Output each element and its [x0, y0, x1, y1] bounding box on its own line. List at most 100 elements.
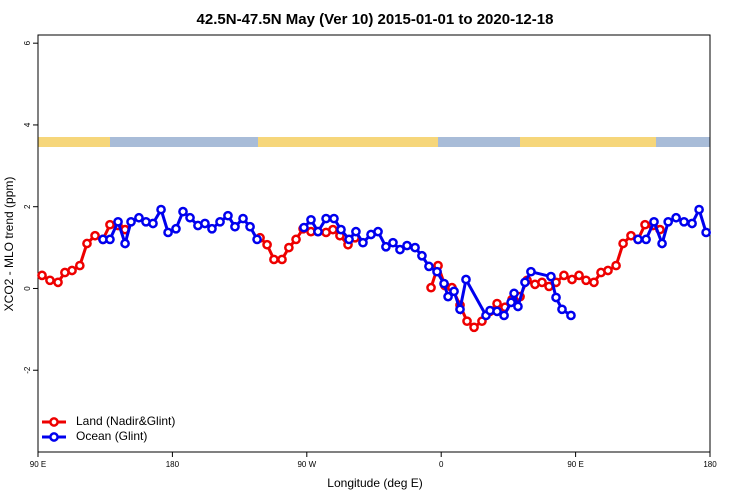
y-tick-label: 4: [23, 122, 32, 127]
data-point: [262, 239, 272, 250]
land-sea-band: [38, 137, 710, 147]
y-tick-label: 6: [23, 40, 32, 45]
data-point: [329, 213, 339, 224]
x-tick-label: 90 E: [30, 460, 46, 469]
data-point: [513, 301, 523, 312]
data-point: [426, 282, 436, 293]
data-point: [90, 230, 100, 241]
data-point: [53, 277, 63, 288]
data-point: [633, 234, 643, 245]
data-point: [657, 238, 667, 249]
data-point: [526, 266, 536, 277]
data-point: [687, 218, 697, 229]
data-point: [520, 277, 530, 288]
data-point: [171, 223, 181, 234]
legend-label: Land (Nadir&Glint): [76, 414, 175, 428]
x-tick-label: 90 W: [297, 460, 316, 469]
y-tick-label: -2: [23, 366, 32, 374]
x-axis-label: Longitude (deg E): [327, 476, 422, 490]
data-point: [566, 310, 576, 321]
data-point: [551, 292, 561, 303]
data-point: [306, 214, 316, 225]
plot-frame: [37, 34, 711, 453]
data-point: [432, 266, 442, 277]
data-point: [328, 224, 338, 235]
data-point: [589, 277, 599, 288]
data-point: [611, 260, 621, 271]
data-point: [134, 212, 144, 223]
legend-marker: [49, 432, 59, 442]
data-point: [178, 206, 188, 217]
data-point: [238, 213, 248, 224]
data-point: [344, 234, 354, 245]
legend-marker: [49, 417, 59, 427]
data-point: [581, 275, 591, 286]
data-point: [424, 261, 434, 272]
data-point: [351, 226, 361, 237]
data-point: [291, 234, 301, 245]
x-tick-label: 180: [703, 460, 717, 469]
data-point: [567, 274, 577, 285]
data-point: [113, 216, 123, 227]
data-point: [626, 230, 636, 241]
data-point: [559, 270, 569, 281]
data-point: [410, 242, 420, 253]
land-band: [258, 137, 438, 147]
data-point: [67, 265, 77, 276]
data-point: [679, 216, 689, 227]
data-point: [469, 322, 479, 333]
data-point: [694, 204, 704, 215]
data-point: [499, 310, 509, 321]
data-point: [402, 240, 412, 251]
data-point: [321, 213, 331, 224]
data-point: [455, 304, 465, 315]
data-point: [252, 234, 262, 245]
data-point: [215, 216, 225, 227]
data-point: [313, 226, 323, 237]
y-axis-label: XCO2 - MLO trend (ppm): [2, 177, 16, 312]
data-point: [207, 223, 217, 234]
data-point: [126, 216, 136, 227]
data-point: [37, 270, 47, 281]
data-point: [277, 254, 287, 265]
land-band: [520, 137, 656, 147]
data-point: [603, 265, 613, 276]
y-tick-label: 2: [23, 204, 32, 209]
data-point: [156, 204, 166, 215]
data-point: [649, 216, 659, 227]
data-point: [223, 210, 233, 221]
chart-title: 42.5N-47.5N May (Ver 10) 2015-01-01 to 2…: [197, 11, 554, 28]
x-tick-label: 0: [439, 460, 444, 469]
data-point: [492, 298, 502, 309]
data-point: [45, 275, 55, 286]
data-point: [82, 238, 92, 249]
data-point: [245, 221, 255, 232]
data-point: [417, 250, 427, 261]
data-point: [546, 271, 556, 282]
data-point: [388, 237, 398, 248]
data-point: [373, 226, 383, 237]
data-point: [148, 218, 158, 229]
data-point: [462, 316, 472, 327]
data-point: [557, 304, 567, 315]
data-point: [74, 260, 85, 271]
data-point: [284, 242, 294, 253]
data-point: [509, 288, 519, 299]
data-point: [618, 238, 628, 249]
data-point: [461, 274, 471, 285]
data-point: [395, 244, 405, 255]
legend-label: Ocean (Glint): [76, 429, 147, 443]
y-tick-label: 0: [23, 286, 32, 291]
data-point: [439, 278, 449, 289]
data-point: [443, 291, 453, 302]
data-point: [358, 237, 368, 248]
x-tick-label: 180: [166, 460, 180, 469]
data-point: [671, 212, 681, 223]
data-point: [269, 254, 279, 265]
data-point: [105, 219, 115, 230]
data-point: [200, 218, 210, 229]
data-point: [449, 286, 459, 297]
data-point: [641, 234, 651, 245]
